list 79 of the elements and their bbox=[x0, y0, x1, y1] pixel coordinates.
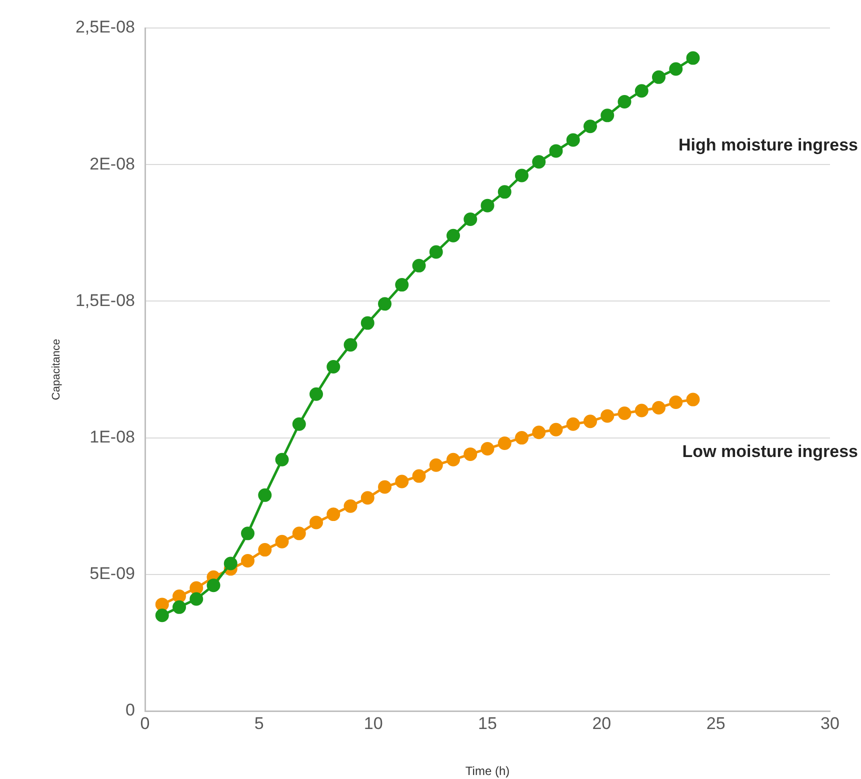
y-tick-label: 1E-08 bbox=[90, 427, 135, 446]
point bbox=[395, 278, 409, 292]
point bbox=[360, 491, 374, 505]
point bbox=[686, 51, 700, 65]
point bbox=[190, 592, 204, 606]
point bbox=[206, 578, 220, 592]
y-tick-label: 2,5E-08 bbox=[75, 18, 135, 37]
point bbox=[566, 133, 580, 147]
text: Low moisture ingress bbox=[682, 442, 858, 462]
point bbox=[549, 422, 563, 436]
point bbox=[669, 396, 683, 410]
point bbox=[395, 474, 409, 488]
x-axis-title: Time (h) bbox=[465, 764, 510, 778]
point bbox=[292, 417, 306, 431]
point bbox=[464, 212, 478, 226]
point bbox=[224, 556, 238, 570]
point bbox=[515, 431, 528, 445]
x-tick-label: 0 bbox=[140, 714, 150, 733]
point bbox=[600, 108, 614, 122]
point bbox=[652, 70, 666, 84]
point bbox=[429, 458, 443, 472]
point bbox=[155, 608, 169, 622]
point bbox=[275, 452, 289, 466]
x-tick-label: 10 bbox=[364, 714, 383, 733]
point bbox=[241, 526, 254, 540]
point bbox=[446, 228, 460, 242]
point bbox=[412, 469, 426, 483]
point bbox=[412, 258, 426, 272]
point bbox=[532, 426, 546, 440]
y-axis-title: Capacitance bbox=[50, 338, 63, 400]
point bbox=[480, 442, 494, 456]
x-tick-label: 15 bbox=[478, 714, 497, 733]
point bbox=[618, 95, 632, 109]
x-tick-label: 20 bbox=[592, 714, 612, 733]
point bbox=[429, 245, 443, 259]
text: High moisture ingress bbox=[678, 136, 858, 155]
y-tick-label: 0 bbox=[126, 700, 135, 720]
point bbox=[172, 590, 186, 604]
point bbox=[326, 508, 340, 522]
point bbox=[584, 414, 597, 428]
x-tick-label: 30 bbox=[820, 714, 840, 733]
point bbox=[344, 338, 358, 352]
point bbox=[172, 600, 186, 614]
point bbox=[634, 84, 648, 98]
point bbox=[652, 401, 666, 414]
point bbox=[326, 360, 340, 374]
point bbox=[258, 543, 272, 557]
point bbox=[190, 581, 204, 595]
point bbox=[360, 316, 374, 330]
point bbox=[275, 534, 289, 548]
point bbox=[532, 155, 546, 169]
y-tick-label: 1,5E-08 bbox=[75, 290, 135, 310]
y-tick-label: 2E-08 bbox=[90, 154, 135, 174]
point bbox=[155, 598, 169, 612]
point bbox=[310, 387, 323, 401]
point bbox=[498, 185, 512, 199]
point bbox=[292, 526, 306, 540]
point bbox=[498, 436, 512, 450]
point bbox=[686, 392, 700, 406]
point bbox=[669, 62, 683, 76]
point bbox=[584, 120, 597, 134]
point bbox=[480, 198, 494, 212]
point bbox=[566, 417, 580, 431]
point bbox=[344, 499, 358, 513]
point bbox=[600, 409, 614, 423]
point bbox=[618, 406, 632, 420]
point bbox=[446, 452, 460, 466]
point bbox=[515, 168, 528, 182]
point bbox=[378, 480, 392, 494]
point bbox=[549, 144, 563, 158]
point bbox=[258, 488, 272, 502]
x-tick-label: 25 bbox=[706, 714, 726, 733]
point bbox=[310, 516, 323, 530]
point bbox=[241, 554, 254, 568]
y-tick-label: 5E-09 bbox=[90, 564, 135, 584]
point bbox=[634, 404, 648, 418]
point bbox=[464, 447, 478, 461]
x-tick-label: 5 bbox=[254, 714, 264, 733]
point bbox=[378, 297, 392, 311]
